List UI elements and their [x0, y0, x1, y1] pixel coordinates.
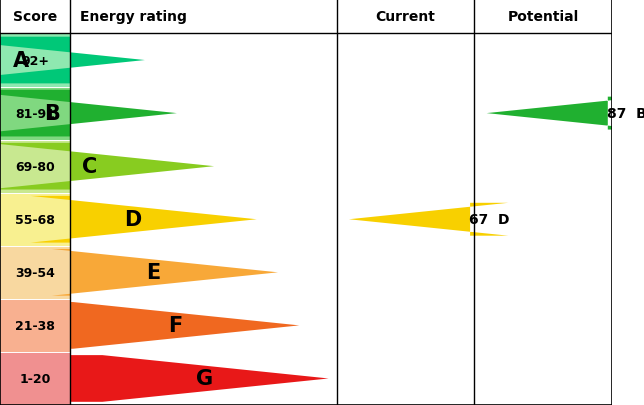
- Text: A: A: [12, 51, 28, 71]
- Text: Potential: Potential: [507, 10, 579, 24]
- Polygon shape: [349, 203, 508, 236]
- Text: 21-38: 21-38: [15, 319, 55, 332]
- Text: 67  D: 67 D: [469, 213, 509, 227]
- Polygon shape: [0, 91, 177, 137]
- Text: B: B: [44, 104, 61, 124]
- Polygon shape: [0, 143, 214, 190]
- Bar: [0, 193, 70, 246]
- Polygon shape: [52, 249, 278, 296]
- Polygon shape: [70, 302, 299, 349]
- Bar: [0, 246, 70, 299]
- Text: 1-20: 1-20: [19, 372, 51, 385]
- Bar: [0, 34, 70, 87]
- Text: D: D: [124, 210, 141, 230]
- Text: Current: Current: [375, 10, 435, 24]
- Text: 81-91: 81-91: [15, 107, 55, 120]
- Polygon shape: [0, 38, 145, 84]
- Bar: [0, 299, 70, 352]
- Text: F: F: [168, 315, 182, 336]
- Text: Energy rating: Energy rating: [80, 10, 186, 24]
- Polygon shape: [70, 355, 328, 402]
- Text: Score: Score: [13, 10, 57, 24]
- Text: E: E: [146, 263, 161, 283]
- Text: 55-68: 55-68: [15, 213, 55, 226]
- Text: C: C: [82, 157, 97, 177]
- Text: 87  B: 87 B: [607, 107, 644, 121]
- Polygon shape: [30, 196, 257, 243]
- Bar: [0, 352, 70, 405]
- Text: 39-54: 39-54: [15, 266, 55, 279]
- Text: 69-80: 69-80: [15, 160, 55, 173]
- Bar: [0, 87, 70, 140]
- Polygon shape: [487, 98, 644, 130]
- Text: G: G: [196, 369, 213, 388]
- Text: 92+: 92+: [21, 54, 49, 67]
- Bar: [0, 140, 70, 193]
